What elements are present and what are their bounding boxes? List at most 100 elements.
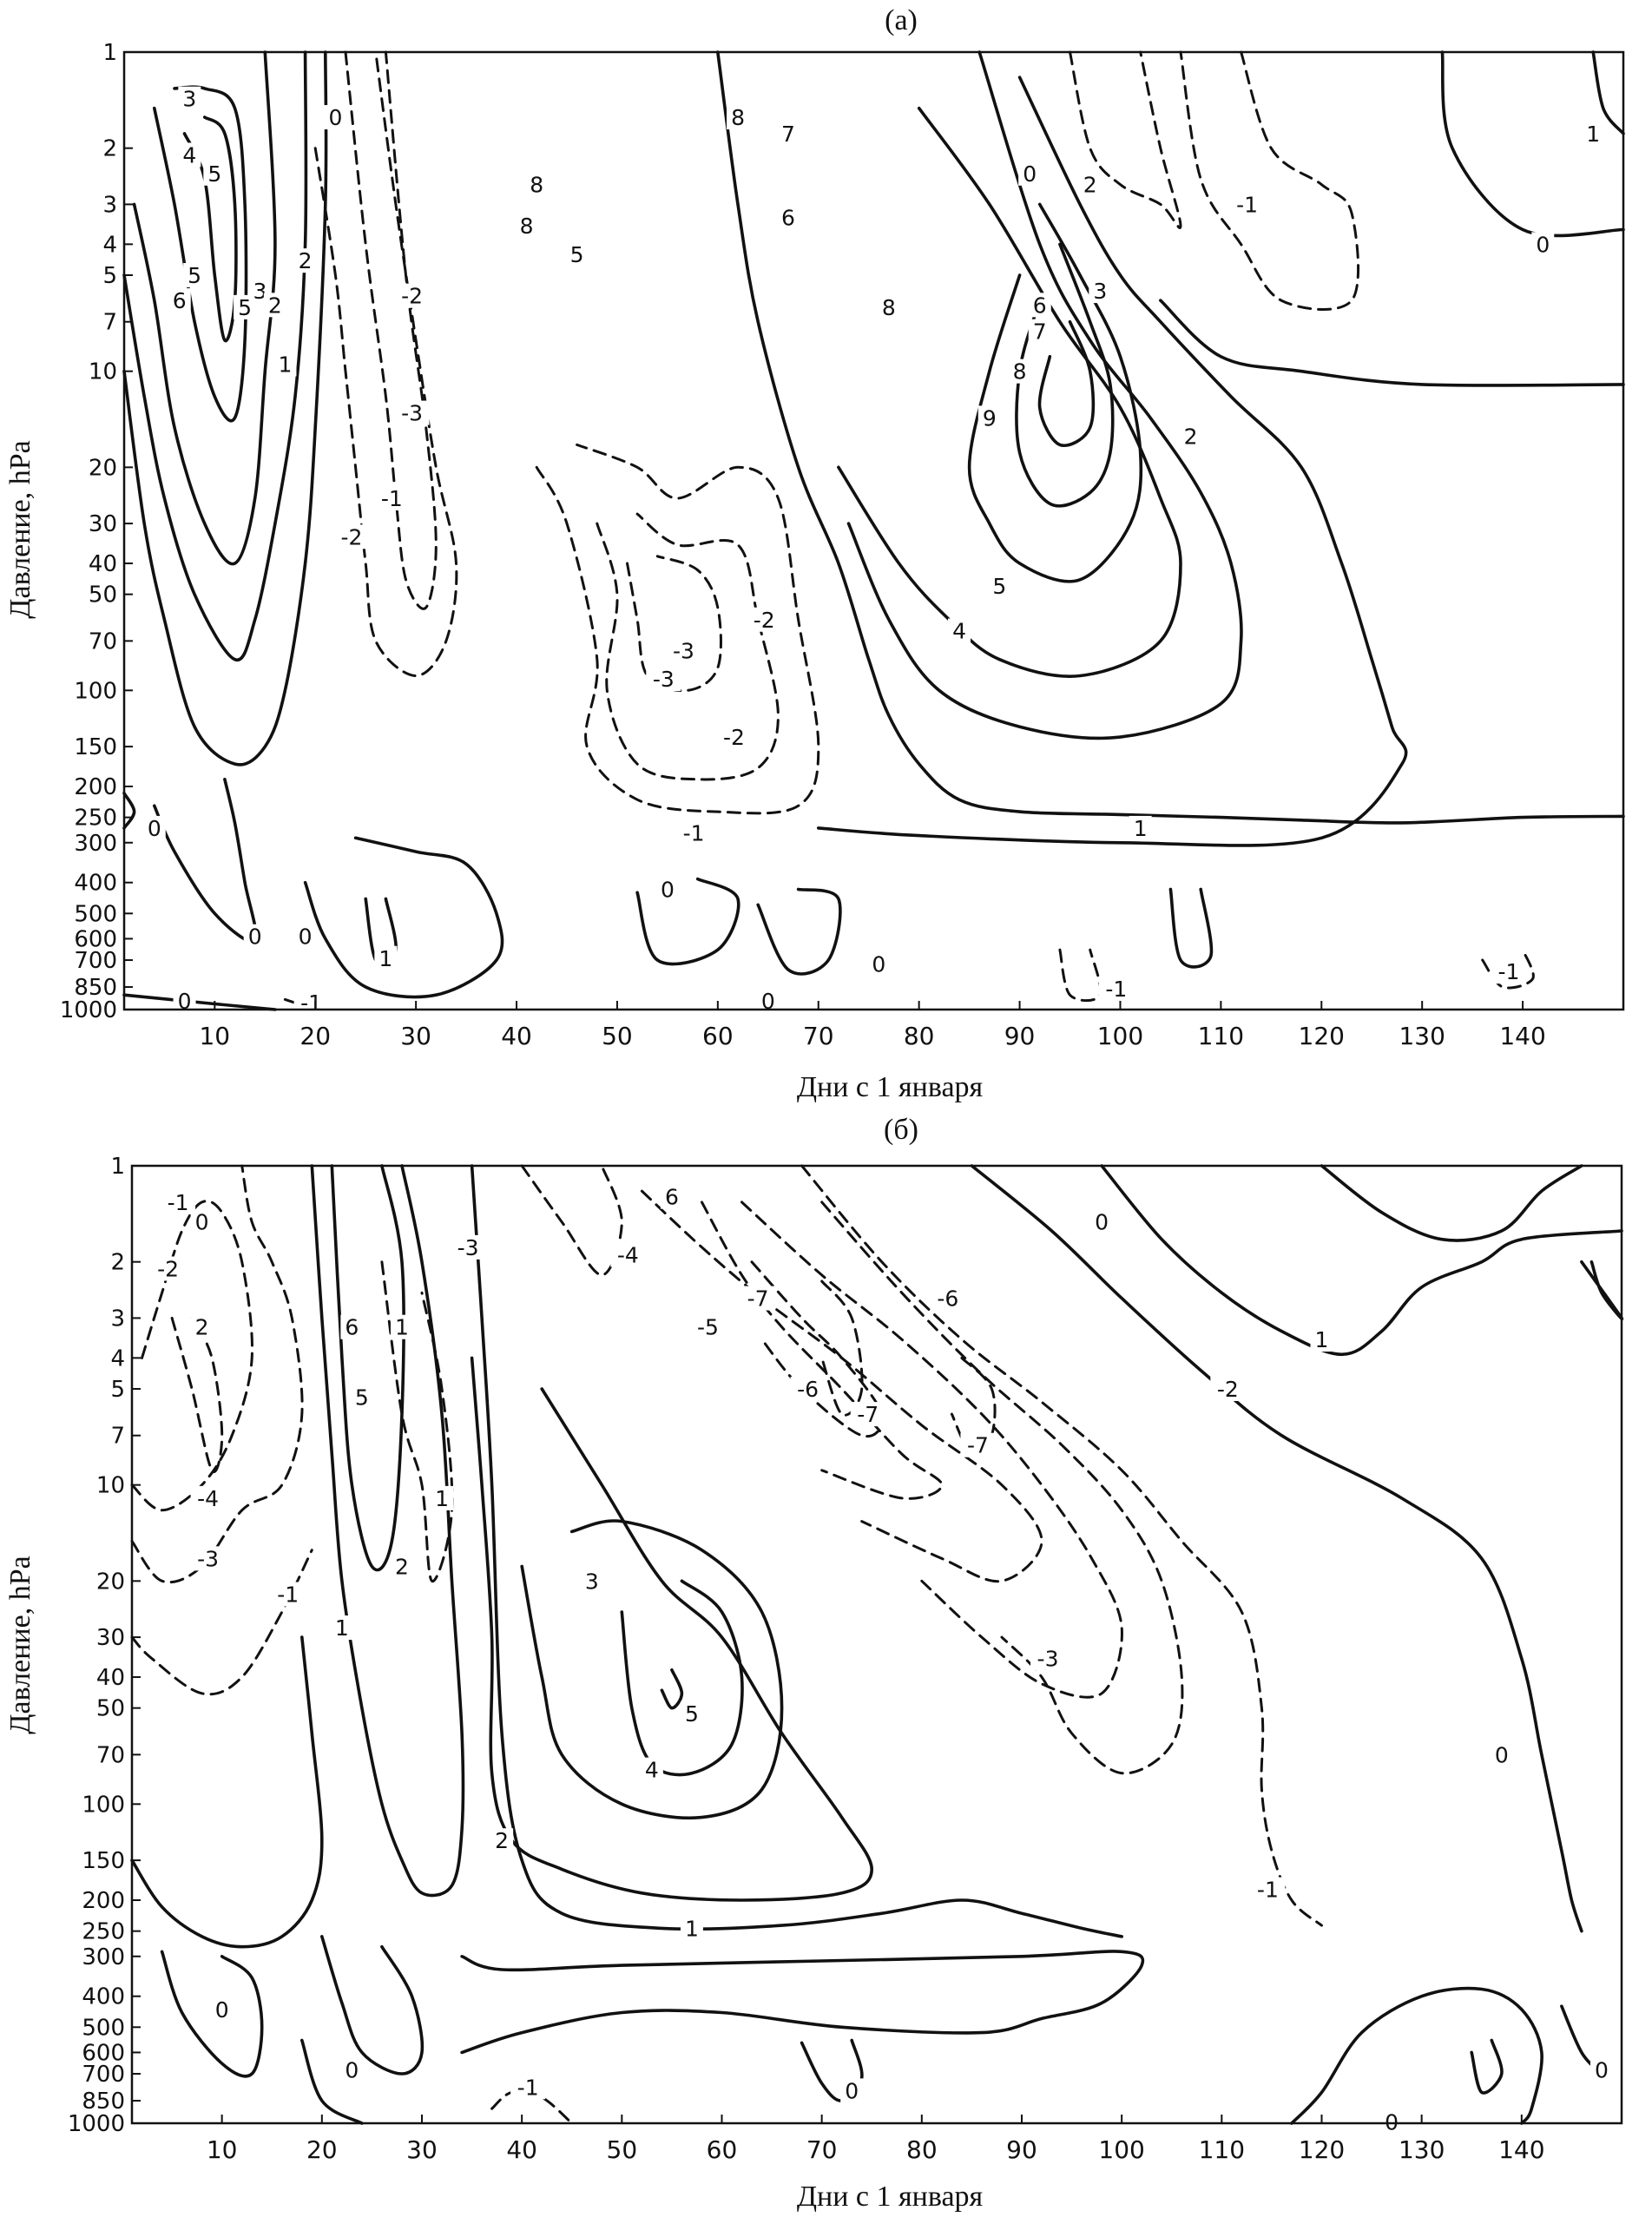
panel-a-contour-level-1 — [716, 50, 1625, 825]
panel-b-label: (б) — [884, 1114, 918, 1146]
panel-a-x-ticks: 10 20 30 40 50 60 70 80 90 100 110 120 130 140 — [199, 1001, 1546, 1050]
panel-a-contour-label-bg — [877, 294, 900, 319]
panel-b-contour-label-bg — [850, 1402, 885, 1427]
panel-b-x-tick-label: 110 — [1199, 2135, 1245, 2164]
panel-b-contour-label-bg — [390, 1314, 413, 1339]
panel-b-contour-level-minus-1 — [130, 1164, 304, 1584]
panel-b-contour-label-bg — [490, 1828, 514, 1853]
panel-b-contour-label: 1 — [335, 1615, 349, 1641]
panel-a-y-tick-label: 3 — [102, 192, 117, 218]
panel-a-contour-label-bg — [333, 524, 369, 549]
panel-a-x-tick-label: 30 — [400, 1022, 431, 1050]
panel-b-contour-label: -2 — [1217, 1377, 1239, 1402]
panel-b-contour-label-bg — [1250, 1877, 1286, 1902]
panel-b-contour-label: 0 — [345, 2057, 359, 2082]
panel-b-contour-label-bg — [1310, 1327, 1333, 1352]
panel-a-contour-label: 5 — [570, 242, 584, 267]
panel-a-contour-label-bg — [1028, 319, 1051, 344]
panel-a-contour-label: -3 — [401, 401, 423, 426]
panel-a-contour-label: 2 — [1184, 424, 1198, 450]
panel-b-contour-label-bg — [960, 1432, 996, 1457]
panel-b-contour-level-minus-3 — [170, 1316, 224, 1474]
panel-a-contour-label: 0 — [1023, 161, 1037, 187]
panel-b-contour-level-0 — [300, 2038, 364, 2125]
panel-a-contour-label: -1 — [1236, 192, 1258, 217]
panel-a-y-tick-label: 200 — [74, 774, 117, 800]
panel-a-contour-level-0 — [153, 778, 258, 944]
panel-a-x-tick-label: 20 — [299, 1022, 331, 1050]
panel-a-x-tick-label: 40 — [501, 1022, 532, 1050]
panel-a-contour-label-bg — [142, 815, 166, 840]
panel-b-contour-label: 1 — [395, 1315, 409, 1340]
panel-b-contour-level-0 — [130, 1635, 324, 1949]
panel-b-contour-level-minus-2 — [130, 1200, 253, 1512]
panel-b-contour-label-bg — [340, 2057, 364, 2082]
panel-a-contour-label-bg — [168, 288, 191, 313]
panel-b-contour-label: 5 — [355, 1385, 369, 1410]
panel-a-x-tick-label: 130 — [1399, 1022, 1445, 1050]
panel-a-contour-level-minus-1 — [1058, 948, 1102, 1003]
panel-b-contour-label-bg — [840, 2078, 864, 2103]
panel-a-contour-label: -1 — [1497, 959, 1519, 984]
panel-b-contour-label: -5 — [697, 1315, 719, 1340]
panel-a-contour-label-bg — [1008, 359, 1031, 384]
panel-b-contour-label: 4 — [645, 1758, 659, 1783]
panel-b-x-tick-label: 130 — [1399, 2135, 1445, 2164]
panel-b-y-axis-label: Давление, hPa — [4, 1556, 36, 1733]
panel-a-y-tick-label: 700 — [74, 948, 117, 974]
panel-b-contour-level-0 — [1470, 2038, 1504, 2095]
panel-b-contour-label-bg — [1589, 2057, 1613, 2082]
panel-a-contour-level-4 — [153, 85, 248, 423]
panel-a-contour-label-bg — [776, 205, 800, 230]
panel-a-contour-label: 8 — [731, 105, 745, 130]
panel-b-contour-label: -4 — [197, 1486, 219, 1511]
panel-a-contour-label: 6 — [173, 288, 187, 313]
panel-a-contour-label: 3 — [182, 87, 196, 112]
panel-b-contour-level-2 — [330, 1164, 405, 1572]
panel-b-contour-label-bg — [451, 1234, 486, 1260]
panel-b-y-tick-label: 1000 — [68, 2111, 125, 2137]
panel-b-contour-level-1 — [470, 1164, 1123, 1938]
panel-a-y-axis-label: Давление, hPa — [4, 440, 36, 618]
panel-b-contour-label: -1 — [277, 1582, 299, 1608]
panel-a-contour-level-0 — [122, 792, 136, 830]
panel-b-contour-label-bg — [580, 1569, 603, 1594]
panel-b-y-tick-label: 10 — [96, 1473, 125, 1499]
panel-b-contour-label-bg — [1090, 1209, 1114, 1234]
panel-a-contour-label: 8 — [882, 295, 896, 320]
panel-a-contour-level-0 — [635, 877, 740, 966]
panel-b-y-tick-label: 500 — [82, 2015, 125, 2041]
panel-a-y-tick-label: 40 — [89, 551, 117, 577]
panel-b-contour-label: -7 — [857, 1402, 879, 1427]
panel-a-contour-label: -1 — [381, 486, 403, 511]
panel-b-y-tick-label: 5 — [110, 1377, 125, 1403]
panel-a-contour-label: 0 — [248, 924, 262, 950]
panel-b-contour-label-bg — [340, 1314, 364, 1339]
panel-a-y-tick-label: 400 — [74, 871, 117, 897]
panel-a-y-tick-label: 2 — [102, 136, 117, 162]
panel-b-contour-label-bg — [431, 1485, 454, 1510]
panel-a-contour-label: 6 — [1033, 293, 1047, 318]
panel-b-contour-label: -2 — [157, 1256, 179, 1281]
panel-a-y-tick-label: 50 — [89, 582, 117, 609]
panel-b-x-ticks: 10 20 30 40 50 60 70 80 90 100 110 120 130 140 — [207, 2115, 1545, 2164]
panel-a-x-tick-label: 80 — [904, 1022, 935, 1050]
panel-a-contour-label: 0 — [148, 816, 161, 841]
panel-a-contour-label-bg — [293, 924, 317, 949]
panel-a-contour-label-bg — [178, 86, 201, 111]
panel-a-contour-label-bg — [293, 248, 317, 273]
panel-a-contour-label: 1 — [278, 352, 292, 377]
panel-b-contour-level-minus-5 — [701, 1201, 944, 1500]
panel-b-contour-level-minus-1 — [380, 1260, 454, 1582]
panel-a-contour-level-0 — [1168, 887, 1214, 969]
panel-b-contours — [130, 1164, 1624, 2125]
panel-b-contour-label: 2 — [395, 1555, 409, 1580]
panel-a-y-tick-label: 500 — [74, 901, 117, 927]
panel-b-contour-label: -7 — [747, 1286, 769, 1312]
panel-a-y-tick-label: 300 — [74, 831, 117, 857]
panel-b-contour-label-bg — [350, 1385, 373, 1410]
panel-b-x-tick-label: 10 — [207, 2135, 238, 2164]
panel-b-contour-label: -7 — [967, 1433, 989, 1458]
panel-a-contour-label: 9 — [983, 405, 997, 431]
